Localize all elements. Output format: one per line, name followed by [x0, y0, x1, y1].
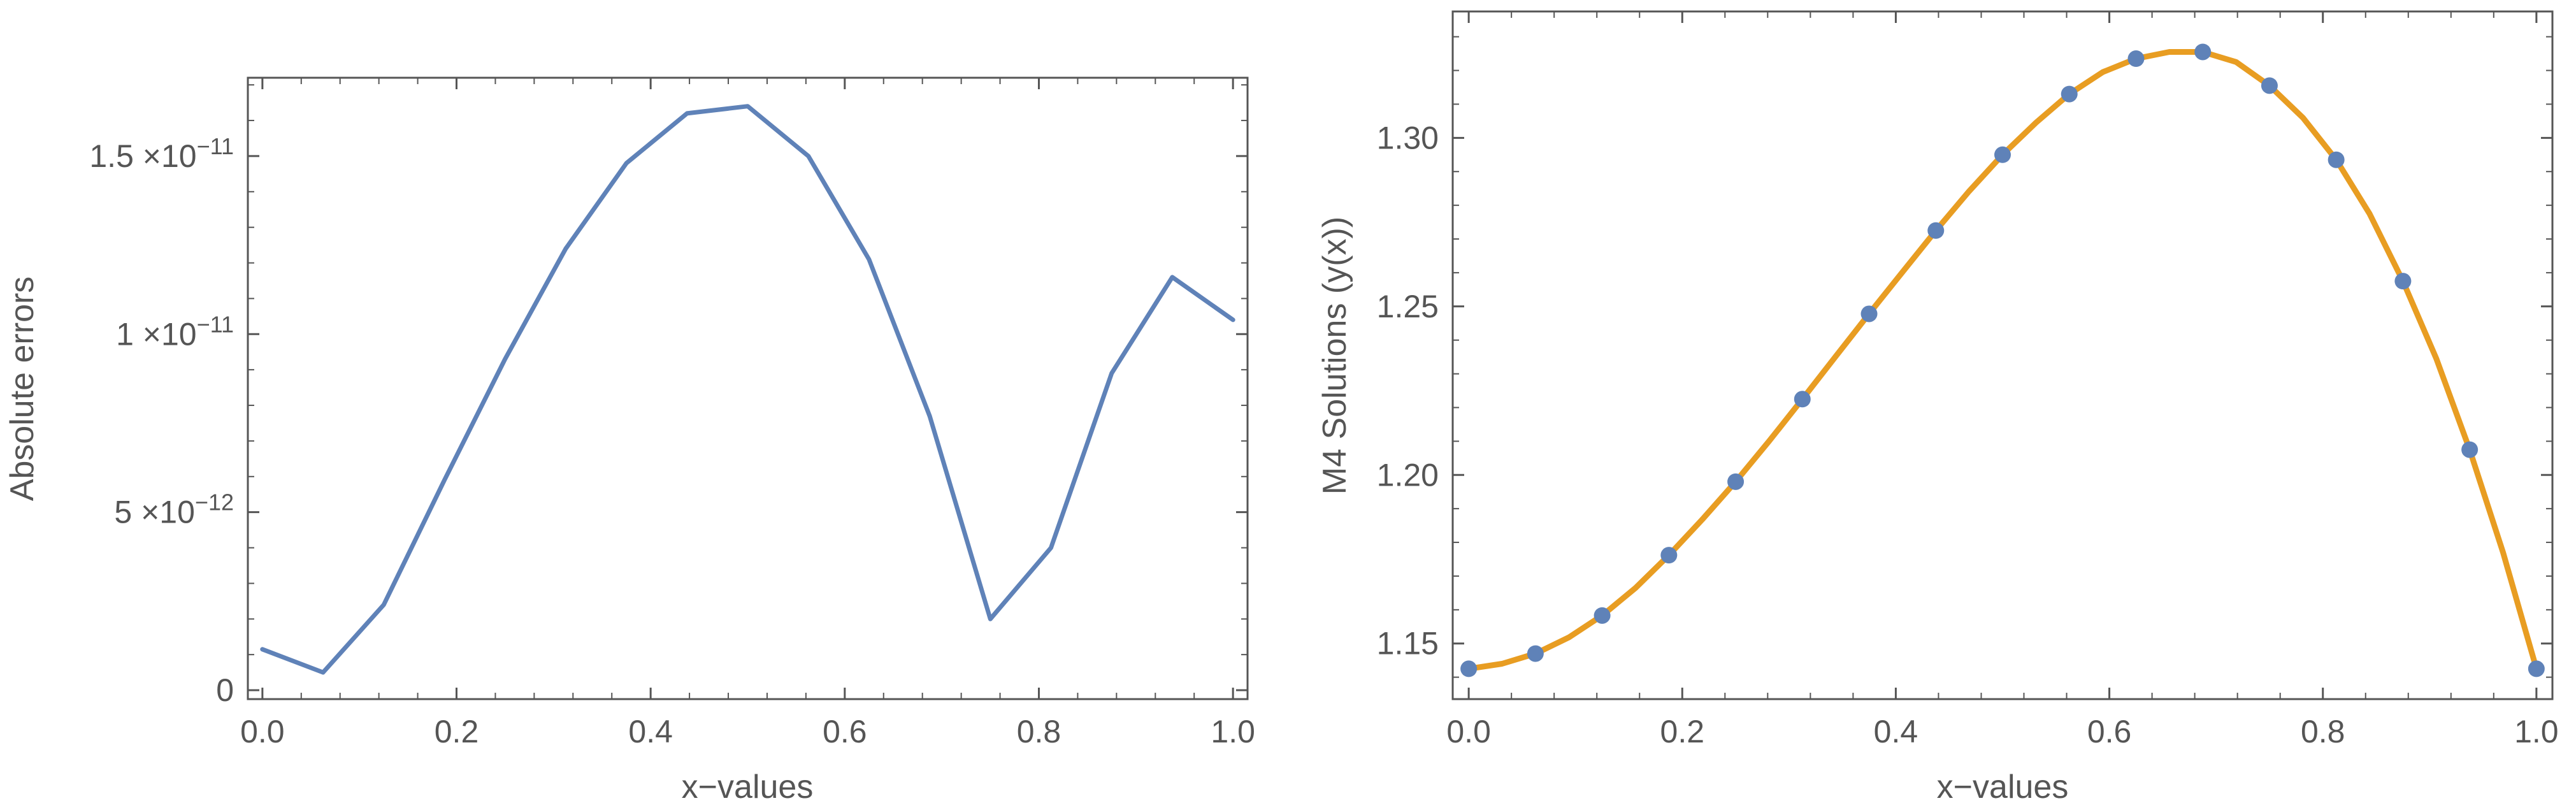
solution-chart-frame — [1451, 10, 2554, 700]
solution-chart-x-tick-label: 1.0 — [2514, 714, 2559, 749]
solution-chart-x-axis-label: x−values — [1937, 769, 2069, 806]
error-chart-y-axis-label: Absolute errors — [4, 277, 41, 502]
error-chart-y-tick-label: 5 ×10−12 — [114, 489, 234, 530]
solution-chart-data-point — [1994, 146, 2011, 163]
solution-chart-y-tick-label: 1.30 — [1377, 120, 1439, 155]
solution-chart-data-point — [2461, 441, 2479, 458]
error-chart-series-line — [260, 104, 1235, 675]
solution-chart-data-point — [2261, 77, 2278, 94]
solution-chart-plot — [1460, 43, 2545, 677]
solution-chart-data-point — [2127, 50, 2145, 68]
solution-chart-data-point — [1594, 607, 1611, 624]
error-chart-y-tick-label: 0 — [216, 672, 234, 708]
solution-chart-data-point — [1660, 547, 1678, 564]
solution-chart-data-point — [2528, 660, 2545, 677]
solution-chart-x-tick-label: 0.4 — [1874, 714, 1918, 749]
error-chart-ticks: 0.0 0.2 0.4 0.6 0.8 1.0 0 5 ×10−12 1 ×10−11 1.5 ×… — [89, 78, 1255, 749]
solution-chart-y-tick-label: 1.15 — [1377, 626, 1439, 662]
solution-chart-x-tick-label: 0.0 — [1446, 714, 1491, 749]
error-chart-x-axis-label: x−values — [682, 769, 814, 806]
solution-chart-data-point — [2328, 151, 2345, 168]
error-chart: 0.0 0.2 0.4 0.6 0.8 1.0 0 5 ×10−12 1 ×10−11 1.5 ×… — [4, 76, 1255, 806]
solution-chart-data-point — [2061, 85, 2078, 103]
solution-chart-data-point — [1527, 645, 1544, 662]
error-chart-x-tick-label: 0.0 — [240, 714, 285, 749]
error-chart-x-tick-label: 0.6 — [823, 714, 867, 749]
solution-chart-y-tick-label: 1.20 — [1377, 457, 1439, 493]
solution-chart-y-axis-label: M4 Solutions (y(x)) — [1316, 217, 1353, 495]
error-chart-x-tick-label: 0.4 — [628, 714, 673, 749]
error-chart-frame — [247, 76, 1249, 700]
solution-chart-y-tick-label: 1.25 — [1377, 289, 1439, 324]
solution-chart-data-point — [2394, 273, 2412, 290]
solution-chart-series-line — [1465, 49, 2540, 672]
solution-chart-data-point — [1727, 473, 1745, 490]
solution-chart-x-tick-label: 0.2 — [1660, 714, 1705, 749]
solution-chart-data-point — [1927, 222, 1945, 239]
error-chart-y-tick-label: 1.5 ×10−11 — [89, 133, 234, 174]
solution-chart-data-point — [1794, 391, 1811, 408]
error-chart-x-tick-label: 0.2 — [435, 714, 479, 749]
error-chart-plot — [260, 104, 1235, 675]
solution-chart-data-point — [1860, 305, 1878, 322]
solution-chart-x-tick-label: 0.6 — [2087, 714, 2132, 749]
solution-chart-ticks: 0.0 0.2 0.4 0.6 0.8 1.0 1.15 1.20 1.25 1.30 — [1377, 11, 2559, 749]
error-chart-x-tick-label: 1.0 — [1211, 714, 1255, 749]
error-chart-y-tick-label: 1 ×10−11 — [116, 311, 234, 352]
solution-chart-data-point — [2194, 43, 2212, 61]
solution-chart-data-point — [1460, 660, 1478, 677]
error-chart-x-tick-label: 0.8 — [1017, 714, 1061, 749]
solution-chart: 0.0 0.2 0.4 0.6 0.8 1.0 1.15 1.20 1.25 1.30 x−val… — [1316, 10, 2559, 806]
solution-chart-x-tick-label: 0.8 — [2301, 714, 2345, 749]
